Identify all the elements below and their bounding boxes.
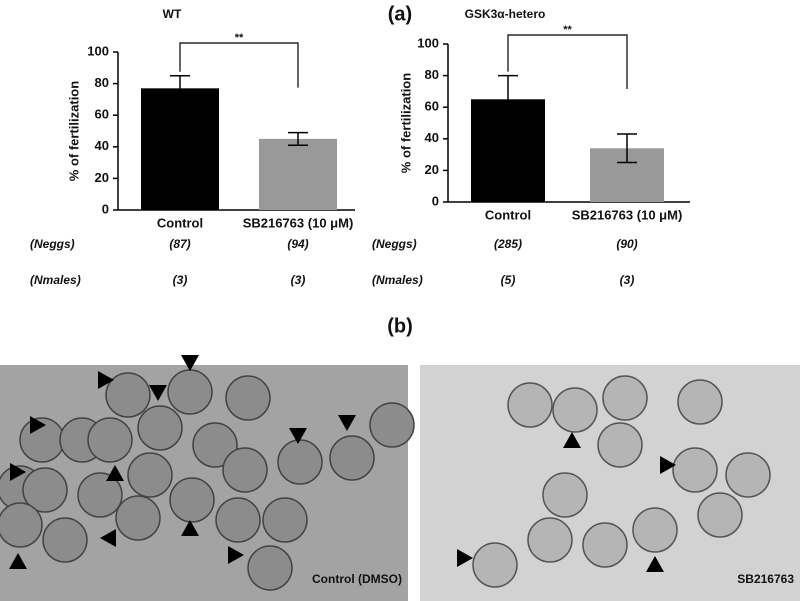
error-bar	[170, 74, 190, 102]
y-tick-label: 20	[425, 162, 439, 177]
cell	[105, 372, 151, 418]
y-tick-label: 100	[417, 35, 439, 50]
y-tick-label: 80	[425, 67, 439, 82]
cell	[632, 507, 678, 553]
sample-size-label: (Nmales)	[372, 273, 423, 287]
arrowhead	[228, 546, 244, 564]
cell	[582, 522, 628, 568]
sample-size-label: (Neggs)	[372, 237, 417, 251]
cell	[527, 517, 573, 563]
x-tick-label: Control	[485, 207, 531, 222]
arrowhead	[30, 416, 46, 434]
y-axis-label: % of fertilization	[66, 81, 81, 181]
cell	[597, 422, 643, 468]
y-tick-label: 100	[87, 43, 109, 58]
cell	[369, 402, 415, 448]
arrowhead	[563, 432, 581, 448]
cell	[22, 467, 68, 513]
sample-size: (5)	[501, 273, 516, 287]
significance-bracket	[179, 42, 299, 88]
image-caption: Control (DMSO)	[312, 572, 402, 586]
cell	[225, 375, 271, 421]
sample-size: (87)	[169, 237, 190, 251]
chart-title: WT	[163, 7, 182, 21]
cell	[602, 375, 648, 421]
arrowhead	[646, 556, 664, 572]
cell	[552, 387, 598, 433]
cell	[677, 379, 723, 425]
y-tick-label: 40	[95, 138, 109, 153]
bar	[259, 138, 337, 210]
arrowhead	[98, 371, 114, 389]
cell	[697, 492, 743, 538]
cell	[192, 422, 238, 468]
panel-label: (b)	[387, 315, 413, 337]
y-tick-label: 0	[432, 193, 439, 208]
arrowhead	[660, 456, 676, 474]
cell	[542, 472, 588, 518]
arrowhead	[100, 529, 116, 547]
image-caption: SB216763	[737, 572, 794, 586]
sample-size-label: (Neggs)	[30, 237, 75, 251]
y-tick-label: 80	[95, 75, 109, 90]
cell	[222, 447, 268, 493]
sample-size: (3)	[291, 273, 306, 287]
cell	[167, 369, 213, 415]
y-tick-label: 40	[425, 130, 439, 145]
arrowhead	[181, 355, 199, 371]
arrowhead	[9, 553, 27, 569]
cell	[262, 497, 308, 543]
arrowhead	[338, 415, 356, 431]
x-tick-label: Control	[157, 215, 203, 230]
cell	[725, 452, 771, 498]
cell	[77, 472, 123, 518]
cell	[472, 542, 518, 588]
panel-label: (a)	[388, 3, 412, 25]
arrowhead	[181, 520, 199, 536]
arrowhead	[457, 549, 473, 567]
sample-size: (285)	[494, 237, 522, 251]
cell	[115, 495, 161, 541]
cell	[127, 452, 173, 498]
arrowhead	[10, 463, 26, 481]
x-tick-label: SB216763 (10 μM)	[572, 207, 683, 222]
cell	[215, 497, 261, 543]
y-tick-label: 60	[95, 107, 109, 122]
cell	[137, 405, 183, 451]
cell	[42, 517, 88, 563]
cell	[329, 435, 375, 481]
cell	[0, 502, 43, 548]
cell	[672, 447, 718, 493]
cell	[277, 439, 323, 485]
cell	[87, 417, 133, 463]
chart-title: GSK3α-hetero	[465, 7, 546, 21]
cell	[247, 545, 293, 591]
sample-size: (3)	[620, 273, 635, 287]
significance-bracket	[507, 34, 628, 90]
x-tick-label: SB216763 (10 μM)	[243, 215, 354, 230]
significance: **	[563, 24, 572, 36]
sample-size-label: (Nmales)	[30, 273, 81, 287]
arrowhead	[289, 428, 307, 444]
significance: **	[235, 32, 244, 44]
y-tick-label: 20	[95, 170, 109, 185]
error-bar	[498, 74, 518, 124]
cell	[507, 382, 553, 428]
sample-size: (3)	[173, 273, 188, 287]
y-axis-label: % of fertilization	[398, 73, 413, 173]
error-bar	[288, 131, 308, 146]
cell	[169, 477, 215, 523]
y-tick-label: 0	[102, 201, 109, 216]
y-tick-label: 60	[425, 99, 439, 114]
arrowhead	[106, 465, 124, 481]
bar	[141, 88, 219, 210]
error-bar	[617, 133, 637, 164]
sample-size: (90)	[616, 237, 637, 251]
sample-size: (94)	[287, 237, 308, 251]
arrowhead	[149, 385, 167, 401]
